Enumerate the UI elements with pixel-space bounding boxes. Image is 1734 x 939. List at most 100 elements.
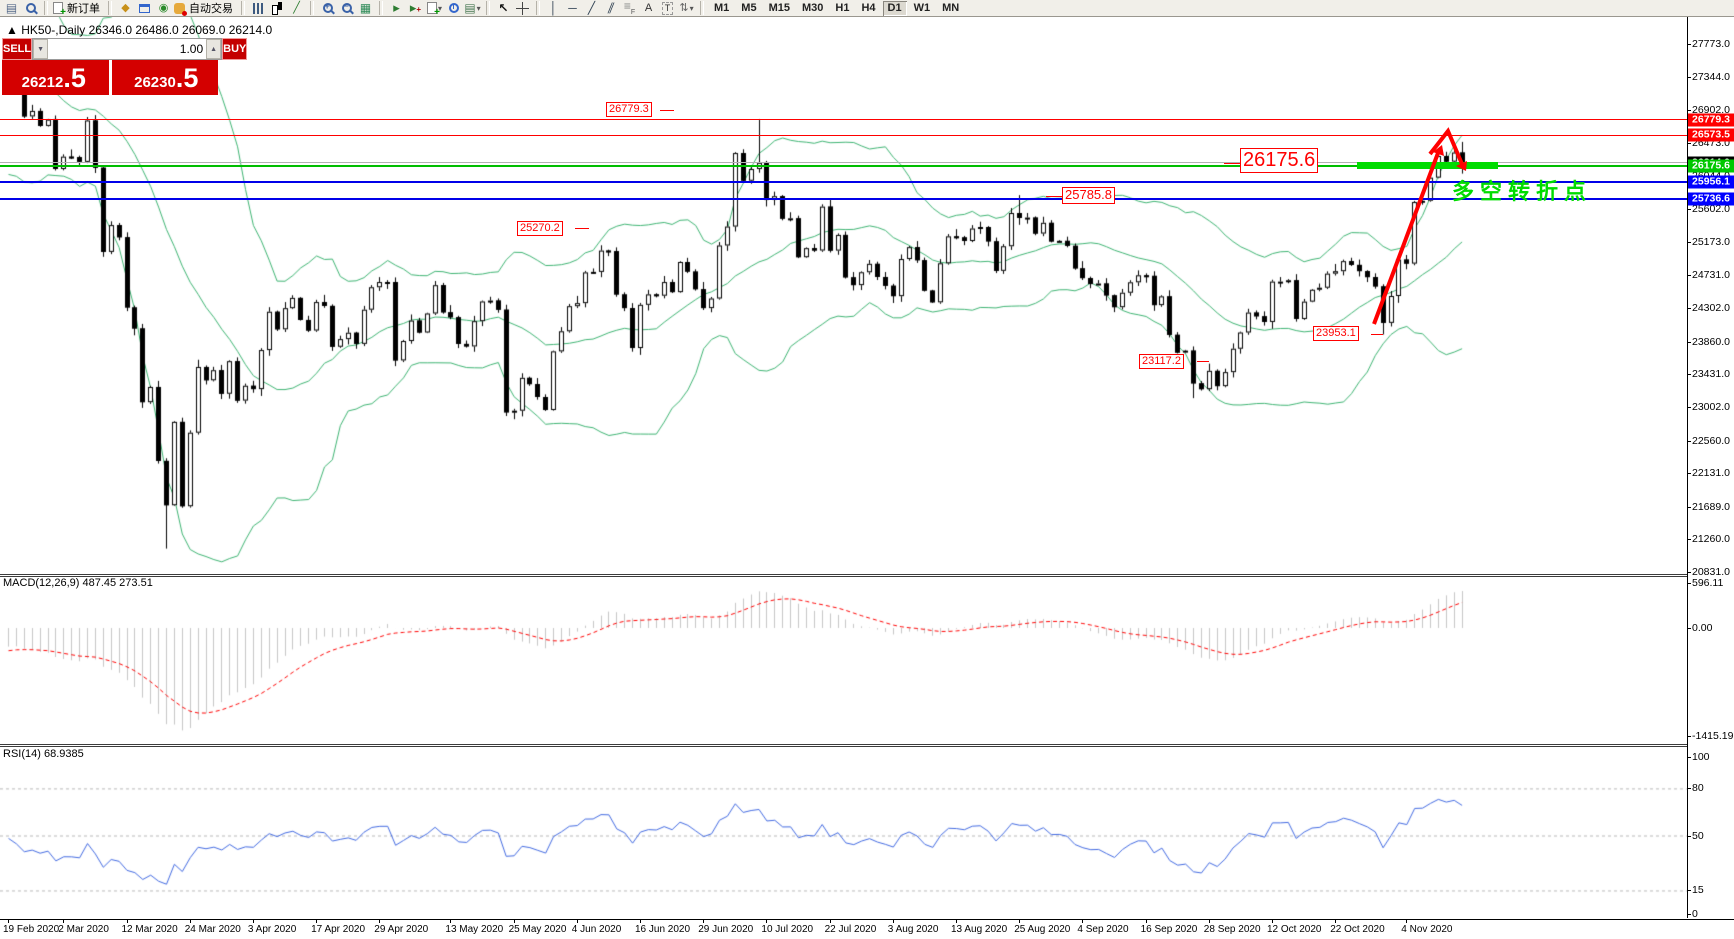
price-callout-23953-1[interactable]: 23953.1 — [1313, 326, 1359, 341]
highlight-bar[interactable] — [1357, 162, 1498, 169]
time-axis-label: 3 Apr 2020 — [247, 924, 297, 935]
resistance-line-26573[interactable] — [0, 134, 1687, 136]
price-callout-25270-2[interactable]: 25270.2 — [517, 221, 563, 236]
time-axis-tick — [1272, 920, 1273, 923]
timeframe-button-m30[interactable]: M30 — [801, 2, 824, 14]
candlestick-chart-icon — [271, 2, 284, 15]
candlestick-chart-icon[interactable] — [269, 1, 286, 16]
timeframe-button-m1[interactable]: M1 — [714, 2, 730, 14]
price-callout-26175-6[interactable]: 26175.6 — [1240, 148, 1319, 173]
toolbar-separator — [241, 1, 245, 15]
chart-window-icon[interactable] — [3, 1, 20, 16]
resistance-line-26779[interactable] — [0, 119, 1687, 121]
time-axis[interactable]: 19 Feb 2020 2 Mar 2020 12 Mar 2020 24 Mar 2… — [0, 919, 1734, 939]
macd-label: MACD(12,26,9) 487.45 273.51 — [3, 577, 153, 589]
price-callout-23117-2[interactable]: 23117.2 — [1139, 354, 1184, 369]
timeframe-button-m5[interactable]: M5 — [741, 2, 757, 14]
macd-panel-divider[interactable] — [0, 574, 1734, 577]
templates-icon[interactable]: ▾ — [464, 1, 481, 16]
time-axis-tick — [252, 920, 254, 923]
callout-connector — [1224, 163, 1240, 164]
time-axis-tick — [1208, 920, 1210, 923]
callout-connector — [575, 228, 589, 229]
line-chart-icon[interactable] — [288, 1, 305, 16]
timeframe-button-mn[interactable]: MN — [942, 2, 960, 14]
sell-price[interactable]: 26212.5 — [2, 60, 106, 95]
turning-point-annotation[interactable]: 多空转折点 — [1452, 179, 1593, 204]
volume-decrease-button[interactable]: ▼ — [33, 39, 49, 59]
vertical-line-icon[interactable] — [545, 1, 562, 16]
time-axis-tick — [766, 920, 768, 923]
time-axis-label: 22 Jul 2020 — [824, 924, 877, 935]
arrows-icon[interactable]: ▾ — [678, 1, 695, 16]
step-play-icon[interactable] — [407, 1, 424, 16]
print-preview-icon — [25, 3, 36, 13]
signals-icon[interactable] — [155, 1, 172, 16]
callout-connector — [1371, 334, 1383, 335]
print-preview-icon[interactable] — [22, 1, 39, 16]
macd-axis-tick: -1415.19 — [1687, 729, 1734, 742]
panel-collapse-icon[interactable]: ▲ — [6, 23, 18, 37]
zoom-out-icon[interactable] — [338, 1, 355, 16]
time-axis-label: 25 May 2020 — [508, 924, 567, 935]
styles-bucket-icon[interactable] — [117, 1, 134, 16]
price-axis-badge-25736-6: 25736.6 — [1688, 192, 1734, 206]
time-axis-label: 4 Sep 2020 — [1077, 924, 1129, 935]
crosshair-icon[interactable] — [514, 1, 531, 16]
equidistant-channel-icon — [608, 3, 614, 14]
dropdown-caret-icon[interactable]: ▾ — [476, 3, 481, 13]
horizontal-line-icon[interactable] — [564, 1, 581, 16]
tile-windows-icon — [360, 2, 371, 15]
rsi-panel-divider[interactable] — [0, 744, 1734, 747]
tile-windows-icon[interactable] — [357, 1, 374, 16]
fibonacci-icon[interactable] — [621, 1, 638, 16]
buy-price[interactable]: 26230.5 — [115, 60, 219, 95]
current-price-line[interactable] — [0, 162, 1687, 164]
text-icon[interactable] — [640, 1, 657, 16]
price-callout-26779-3[interactable]: 26779.3 — [606, 102, 652, 117]
bar-chart-icon[interactable] — [250, 1, 267, 16]
zoom-in-icon[interactable] — [319, 1, 336, 16]
dropdown-caret-icon[interactable]: ▾ — [689, 3, 694, 13]
add-indicator-icon[interactable]: ▾ — [426, 1, 443, 18]
sell-button[interactable]: SELL — [2, 38, 33, 60]
time-axis-label: 12 Oct 2020 — [1267, 924, 1322, 935]
timeframe-button-w1[interactable]: W1 — [913, 2, 931, 14]
trendline-icon[interactable] — [583, 1, 600, 16]
period-clock-icon[interactable] — [445, 1, 462, 16]
new-order-button[interactable]: 新订单 — [53, 1, 103, 18]
volume-increase-button[interactable]: ▲ — [206, 39, 222, 59]
one-click-trade-panel: SELL ▼ ▲ BUY 26212.5 26230.5 — [2, 38, 248, 95]
support-line-25956[interactable] — [0, 181, 1687, 184]
equidistant-channel-icon[interactable] — [602, 1, 619, 16]
pivot-line-26175[interactable] — [0, 164, 1687, 167]
price-axis[interactable]: 27773.027344.026902.026473.026044.025602… — [1687, 17, 1734, 920]
symbol-period-label: HK50-,Daily — [21, 23, 86, 37]
timeframe-button-m15[interactable]: M15 — [768, 2, 790, 14]
time-axis-tick — [63, 920, 65, 923]
cursor-icon[interactable] — [495, 1, 512, 16]
text-label-icon[interactable] — [659, 1, 676, 16]
strategy-play-icon[interactable] — [388, 1, 405, 16]
timeframe-button-d1[interactable]: D1 — [882, 0, 907, 16]
autotrading-button — [174, 2, 187, 16]
profiles-icon[interactable] — [136, 1, 153, 16]
autotrading-button[interactable]: 自动交易 — [174, 1, 236, 16]
timeframe-button-h4[interactable]: H4 — [861, 2, 876, 14]
volume-input[interactable] — [48, 39, 207, 59]
buy-button[interactable]: BUY — [222, 38, 248, 60]
time-axis-tick — [126, 920, 128, 923]
support-line-25736[interactable] — [0, 197, 1687, 200]
price-divider — [108, 60, 112, 95]
profiles-icon — [139, 3, 150, 13]
timeframe-button-h1[interactable]: H1 — [835, 2, 850, 14]
price-callout-25785-8[interactable]: 25785.8 — [1062, 187, 1115, 204]
zoom-in-icon — [322, 2, 333, 13]
cursor-icon — [498, 2, 508, 15]
toolbar-separator — [310, 1, 314, 15]
time-axis-label: 28 Sep 2020 — [1203, 924, 1261, 935]
time-axis-tick — [1406, 920, 1408, 923]
templates-icon — [464, 2, 475, 15]
price-axis-tick: 21260.0 — [1688, 533, 1730, 546]
